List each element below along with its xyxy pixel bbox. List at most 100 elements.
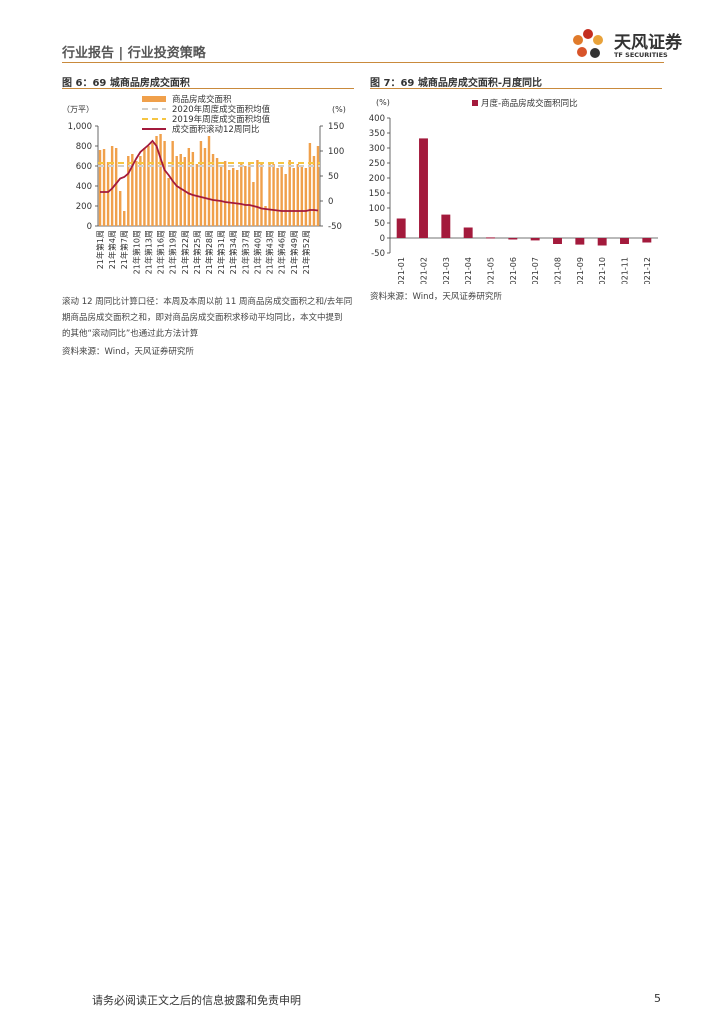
chart6-bar	[276, 168, 279, 226]
chart6-bar	[155, 136, 158, 226]
chart7-x-tick-label: 2021-02	[420, 257, 429, 284]
chart7-legend-label: 月度-商品房成交面积同比	[481, 98, 578, 109]
chart7-bar	[575, 238, 585, 245]
chart6-right-tick-label: 150	[328, 122, 344, 132]
chart6-bar	[304, 168, 308, 226]
chart6-bar	[151, 143, 154, 226]
chart6-legend-label: 成交面积滚动12周同比	[172, 124, 259, 135]
chart6-left-tick-label: 600	[76, 162, 92, 172]
chart6-bar	[106, 162, 110, 226]
chart6-x-tick-label: 21年第16周	[156, 230, 166, 274]
chart6-bar	[268, 163, 271, 226]
chart6-right-axis-title: (%)	[332, 105, 346, 114]
chart6-bar	[272, 164, 275, 226]
chart6-bar	[264, 206, 267, 226]
figure7-chart: (%) -50 0 50 100 150 200 250 300 350 400 2021-01 202…	[369, 98, 658, 284]
chart6-left-tick-label: 1,000	[68, 122, 92, 132]
chart7-axis-title: (%)	[376, 98, 390, 107]
chart6-bar	[110, 146, 114, 226]
chart7-y-tick-label: 300	[369, 144, 385, 154]
chart6-x-tick-label: 21年第37周	[240, 230, 250, 274]
chart6-bar	[98, 150, 102, 226]
chart6-bar	[147, 146, 150, 226]
chart6-x-tick-label: 21年第4周	[107, 230, 117, 269]
chart6-x-tick-label: 21年第22周	[180, 230, 190, 274]
chart6-bar	[159, 134, 162, 226]
chart6-right-tick-label: 100	[328, 147, 344, 157]
chart7-bar	[620, 238, 629, 244]
chart6-bar	[219, 166, 223, 226]
chart6-bar	[256, 160, 259, 226]
chart7-bar	[530, 238, 540, 241]
chart6-bar	[308, 143, 312, 226]
figure6-divider	[62, 88, 354, 89]
header-divider	[62, 62, 664, 63]
chart6-legend-label: 2020年周度成交面积均值	[172, 104, 271, 115]
flower-logo-icon	[573, 29, 603, 58]
chart6-x-tick-label: 21年第34周	[228, 230, 238, 274]
chart7-bar	[463, 227, 473, 238]
chart6-bar	[211, 154, 215, 226]
chart6-x-tick-label: 21年第40周	[252, 230, 262, 274]
chart6-bar	[143, 148, 146, 226]
chart6-right-tick-label: 0	[328, 197, 333, 207]
chart7-x-tick-label: 2021-05	[487, 257, 496, 284]
chart7-y-tick-label: -50	[371, 249, 385, 259]
chart6-x-tick-label: 21年第10周	[131, 230, 141, 274]
chart7-x-tick-label: 2021-01	[397, 257, 406, 284]
chart6-bar	[248, 164, 251, 226]
chart7-bar	[642, 238, 652, 243]
figure6-chart: （万平） (%) 0 200 400 600 800 1,000 -50 0 50 100 150 21年…	[62, 94, 346, 274]
chart6-bar	[227, 170, 231, 226]
chart6-bar	[187, 148, 191, 226]
chart7-x-tick-label: 2021-07	[531, 257, 540, 284]
logo-english-name: TF SECURITIES	[614, 51, 668, 59]
chart6-bar	[236, 170, 239, 226]
chart6-left-tick-label: 800	[76, 142, 92, 152]
chart6-bar	[252, 182, 255, 226]
figure7-source: 资料来源：Wind，天风证券研究所	[370, 292, 502, 302]
chart6-bar	[191, 152, 195, 226]
chart6-bar	[127, 156, 130, 226]
chart6-bar	[114, 148, 118, 226]
chart7-y-tick-label: 250	[369, 159, 385, 169]
figure6-note-line2: 期商品房成交面积之和，即对商品房成交面积求移动平均同比，本文中提到	[62, 313, 343, 323]
chart6-x-tick-label: 21年第52周	[301, 230, 311, 274]
footer-disclaimer: 请务必阅读正文之后的信息披露和免责申明	[92, 994, 301, 1007]
chart6-bar	[123, 211, 126, 226]
chart7-bar	[441, 214, 451, 238]
chart6-bar	[300, 166, 304, 226]
figure6-title: 图 6：69 城商品房成交面积	[62, 78, 190, 89]
chart7-x-tick-label: 2021-06	[509, 257, 518, 284]
chart6-bar	[179, 154, 182, 226]
chart6-bar	[203, 148, 207, 226]
chart6-left-tick-label: 0	[87, 222, 92, 232]
chart6-bar	[223, 161, 227, 226]
page-number: 5	[654, 992, 661, 1005]
chart7-bar	[419, 138, 428, 238]
chart6-bar	[280, 166, 283, 226]
chart6-bar	[139, 156, 142, 226]
chart6-bar	[118, 191, 122, 226]
chart7-x-tick-label: 2021-04	[464, 257, 473, 284]
chart6-x-tick-label: 21年第31周	[216, 230, 226, 274]
chart6-legend-label: 商品房成交面积	[172, 94, 232, 105]
chart6-bar	[296, 164, 300, 226]
chart6-x-tick-label: 21年第43周	[265, 230, 275, 274]
chart7-y-tick-label: 50	[374, 219, 385, 229]
chart7-x-tick-label: 2021-11	[621, 257, 630, 284]
chart7-y-tick-label: 200	[369, 174, 385, 184]
chart7-x-tick-label: 2021-10	[598, 257, 607, 284]
chart6-x-tick-label: 21年第46周	[277, 230, 287, 274]
chart6-bar	[175, 156, 178, 226]
report-header-title: 行业报告 | 行业投资策略	[62, 46, 206, 61]
chart6-bar	[135, 161, 138, 226]
chart6-bar	[171, 141, 174, 226]
chart7-y-tick-label: 0	[380, 234, 385, 244]
chart6-bar	[195, 164, 199, 226]
chart6-bar	[260, 162, 263, 226]
chart7-legend-swatch	[472, 100, 478, 106]
chart7-y-tick-label: 400	[369, 114, 385, 124]
chart6-x-tick-label: 21年第7周	[119, 230, 129, 269]
chart7-y-tick-label: 350	[369, 129, 385, 139]
